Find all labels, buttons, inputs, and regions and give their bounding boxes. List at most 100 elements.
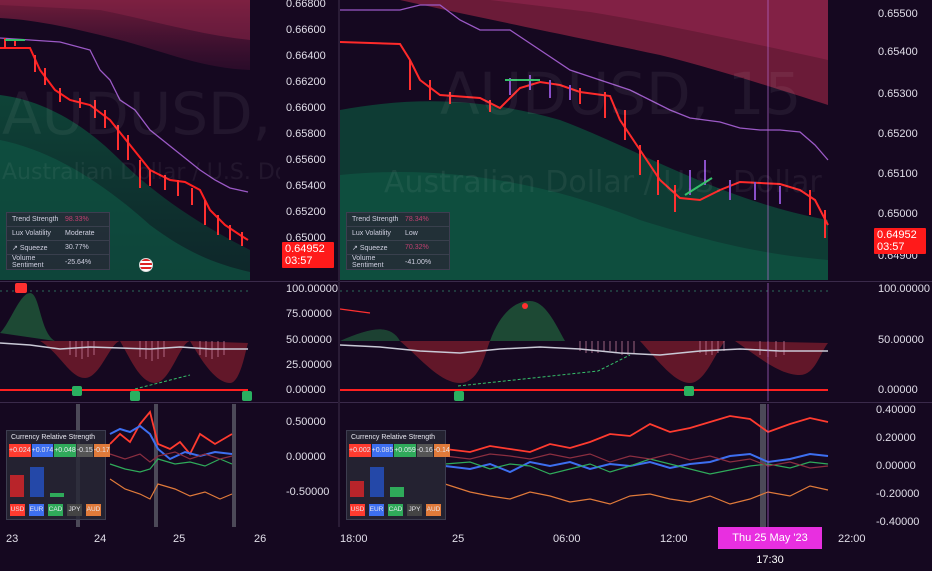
price-tick: 0.65600 bbox=[286, 154, 326, 166]
price-tick: 0.66400 bbox=[286, 50, 326, 62]
right-crs-pane[interactable]: Currency Relative Strength (D) +0.002 +0… bbox=[340, 404, 870, 527]
left-price-pane[interactable]: AUDUSD, 1h Australian Dollar / U.S. Doll… bbox=[0, 0, 280, 280]
crs-tick: -0.40000 bbox=[876, 516, 920, 528]
crs-values-row: +0.024 +0.074 +0.048 -0.15 -0.17 bbox=[7, 444, 110, 457]
currency-usd: USD bbox=[10, 504, 25, 516]
stat-key: ↗ Squeeze bbox=[347, 244, 401, 252]
price-tick: 0.65200 bbox=[286, 206, 326, 218]
currency-jpy: JPY bbox=[407, 504, 422, 516]
left-crs-scale[interactable]: 0.50000 0.00000 -0.50000 bbox=[280, 404, 338, 527]
last-price-tag: 0.64952 03:57 bbox=[282, 242, 334, 268]
pane-separator[interactable] bbox=[0, 402, 932, 403]
stat-row-squeeze: ↗ Squeeze 70.32% bbox=[347, 241, 449, 255]
time-tick: 12:00 bbox=[660, 533, 688, 545]
price-tick: 0.65300 bbox=[878, 88, 918, 100]
currency-cad: CAD bbox=[388, 504, 403, 516]
left-price-scale[interactable]: 0.66800 0.66600 0.66400 0.66200 0.66000 … bbox=[280, 0, 338, 280]
crs-tick: 0.20000 bbox=[876, 432, 916, 444]
price-tick: 0.65000 bbox=[878, 208, 918, 220]
left-symbol-watermark: AUDUSD, 1h bbox=[2, 80, 280, 148]
right-price-scale[interactable]: 0.65500 0.65400 0.65300 0.65200 0.65100 … bbox=[870, 0, 932, 280]
crs-strength-bars bbox=[10, 467, 64, 497]
osc-tick: 50.00000 bbox=[286, 334, 332, 346]
time-tick: 23 bbox=[6, 533, 19, 545]
left-crs-table: Currency Relative Strength (D) +0.024 +0… bbox=[6, 430, 110, 520]
price-tick: 0.65400 bbox=[878, 46, 918, 58]
osc-tick: 100.00000 bbox=[286, 283, 338, 295]
stat-row-volatility: Lux Volatility Moderate bbox=[7, 227, 109, 241]
stat-row-trend-strength: Trend Strength 98.33% bbox=[7, 213, 109, 227]
time-tick: 22:00 bbox=[838, 533, 866, 545]
right-stats-panel: Trend Strength 78.34% Lux Volatility Low ↗… bbox=[346, 212, 450, 270]
stat-key: ↗ Squeeze bbox=[7, 244, 61, 252]
crs-title: Currency Relative Strength (D) bbox=[351, 434, 436, 454]
us-flag-icon[interactable] bbox=[139, 258, 153, 272]
left-oscillator-pane[interactable] bbox=[0, 283, 280, 401]
osc-tick: 75.00000 bbox=[286, 308, 332, 320]
right-crs-table: Currency Relative Strength (D) +0.002 +0… bbox=[346, 430, 450, 520]
time-tick: 06:00 bbox=[553, 533, 581, 545]
right-oscillator-chart bbox=[340, 283, 828, 401]
currency-eur: EUR bbox=[369, 504, 384, 516]
stat-key: Lux Volatility bbox=[12, 230, 51, 237]
stat-value: 98.33% bbox=[65, 216, 89, 223]
stat-value: -41.00% bbox=[405, 258, 432, 266]
left-crs-pane[interactable]: Currency Relative Strength (D) +0.024 +0… bbox=[0, 404, 280, 527]
time-tick: 25 bbox=[173, 533, 186, 545]
crs-value-aud: -0.17 bbox=[93, 444, 110, 457]
stat-row-trend-strength: Trend Strength 78.34% bbox=[347, 213, 449, 227]
right-oscillator-scale[interactable]: 100.00000 50.00000 0.00000 bbox=[870, 283, 932, 401]
right-desc-watermark: Australian Dollar / U.S. Dollar bbox=[384, 165, 822, 200]
crs-currency-row: USD EUR CAD JPY AUD bbox=[10, 504, 101, 516]
right-price-chart bbox=[340, 0, 829, 280]
right-symbol-watermark: AUDUSD, 15 bbox=[440, 60, 802, 128]
price-tick: 0.66200 bbox=[286, 76, 326, 88]
currency-eur: EUR bbox=[29, 504, 44, 516]
crs-tick: 0.50000 bbox=[286, 416, 326, 428]
left-desc-watermark: Australian Dollar / U.S. Dollar bbox=[2, 160, 280, 185]
right-crs-chart bbox=[444, 404, 829, 527]
crosshair-time-label: Thu 25 May '23 17:30 bbox=[718, 527, 822, 566]
stat-value: 70.32% bbox=[405, 244, 429, 251]
countdown: 03:57 bbox=[285, 255, 313, 267]
stat-row-squeeze: ↗ Squeeze 30.77% bbox=[7, 241, 109, 255]
crs-value-eur: +0.085 bbox=[371, 444, 394, 457]
currency-cad: CAD bbox=[48, 504, 63, 516]
arrow-icon: ↗ bbox=[12, 244, 18, 252]
countdown: 03:57 bbox=[877, 241, 905, 253]
left-oscillator-scale[interactable]: 100.00000 75.00000 50.00000 25.00000 0.0… bbox=[280, 283, 338, 401]
right-oscillator-pane[interactable] bbox=[340, 283, 870, 401]
price-tick: 0.65800 bbox=[286, 128, 326, 140]
right-crs-scale[interactable]: 0.40000 0.20000 0.00000 -0.20000 -0.4000… bbox=[870, 404, 932, 528]
time-tick: 25 bbox=[452, 533, 465, 545]
price-tick: 0.65400 bbox=[286, 180, 326, 192]
stat-key-label: Squeeze bbox=[19, 244, 48, 252]
time-axis[interactable]: 23 24 25 26 18:00 25 06:00 12:00 22:00 bbox=[0, 527, 932, 550]
crs-tick: -0.20000 bbox=[876, 488, 920, 500]
layout-splitter[interactable] bbox=[338, 0, 340, 527]
osc-tick: 0.00000 bbox=[878, 384, 918, 396]
right-price-pane[interactable]: AUDUSD, 15 Australian Dollar / U.S. Doll… bbox=[340, 0, 870, 280]
stat-value: 78.34% bbox=[405, 216, 429, 223]
pane-separator[interactable] bbox=[0, 281, 932, 282]
price-tick: 0.65200 bbox=[878, 128, 918, 140]
stat-row-volatility: Lux Volatility Low bbox=[347, 227, 449, 241]
arrow-icon: ↗ bbox=[352, 244, 358, 252]
crs-strength-bars bbox=[350, 467, 404, 497]
crs-value-cad: +0.048 bbox=[54, 444, 76, 457]
crs-value-aud: -0.14 bbox=[433, 444, 450, 457]
currency-jpy: JPY bbox=[67, 504, 82, 516]
price-tick: 0.65500 bbox=[878, 8, 918, 20]
crs-value-eur: +0.074 bbox=[31, 444, 54, 457]
osc-tick: 50.00000 bbox=[878, 334, 924, 346]
crs-value-jpy: -0.15 bbox=[76, 444, 93, 457]
osc-tick: 100.00000 bbox=[878, 283, 930, 295]
osc-tick: 25.00000 bbox=[286, 359, 332, 371]
crs-title: Currency Relative Strength (D) bbox=[11, 434, 96, 454]
stat-key: Lux Volatility bbox=[352, 230, 391, 237]
currency-aud: AUD bbox=[426, 504, 441, 516]
stat-key: Trend Strength bbox=[12, 216, 59, 223]
last-price: 0.64952 bbox=[285, 243, 325, 255]
stat-value: Low bbox=[405, 230, 418, 237]
price-tick: 0.65000 bbox=[286, 232, 326, 244]
